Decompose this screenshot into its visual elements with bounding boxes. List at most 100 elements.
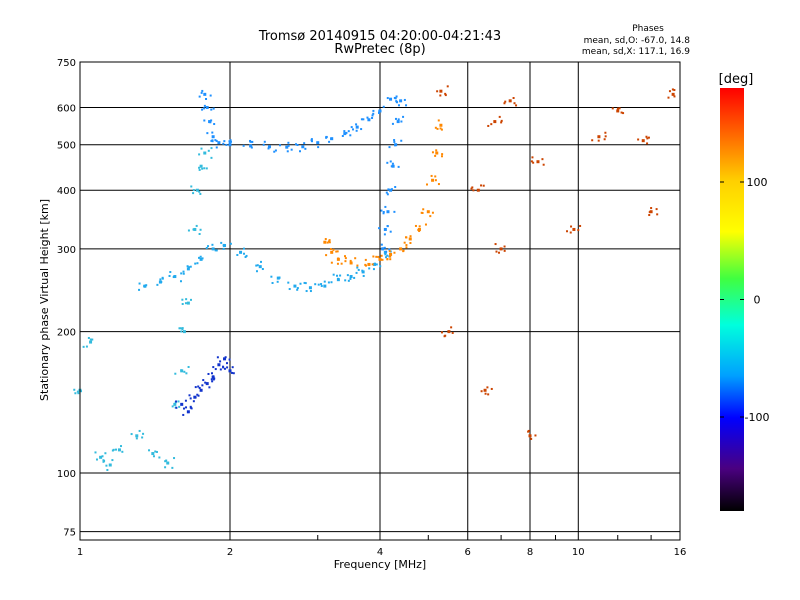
data-point xyxy=(332,248,335,251)
data-point xyxy=(304,282,307,285)
data-point xyxy=(381,247,384,250)
data-point xyxy=(414,224,417,227)
data-point xyxy=(194,262,197,265)
data-point xyxy=(89,340,93,344)
data-point xyxy=(366,116,369,119)
data-point xyxy=(223,140,226,143)
data-point xyxy=(185,372,188,375)
data-point xyxy=(135,434,139,438)
data-point xyxy=(111,449,114,452)
data-point xyxy=(604,131,607,134)
data-point xyxy=(336,250,339,253)
data-point xyxy=(542,163,545,166)
data-point xyxy=(135,437,138,440)
data-point xyxy=(262,143,265,146)
data-point xyxy=(417,228,420,231)
data-point xyxy=(203,151,207,155)
data-point xyxy=(386,258,389,261)
data-point xyxy=(386,161,389,164)
data-point xyxy=(314,283,317,286)
data-point xyxy=(278,276,281,279)
data-point xyxy=(171,405,174,408)
data-point xyxy=(645,135,648,138)
data-point xyxy=(117,448,121,452)
data-point xyxy=(219,368,222,371)
data-point xyxy=(386,193,389,196)
data-point xyxy=(408,237,412,241)
data-point xyxy=(212,107,215,110)
data-point xyxy=(347,279,350,282)
data-point xyxy=(169,271,172,274)
data-point xyxy=(616,109,620,113)
data-point xyxy=(256,264,259,267)
data-point xyxy=(198,166,201,169)
data-point xyxy=(649,210,653,214)
data-point xyxy=(378,111,381,114)
data-point xyxy=(399,247,403,251)
data-point xyxy=(142,432,145,435)
data-point xyxy=(390,188,393,191)
data-point xyxy=(397,165,400,168)
data-point xyxy=(527,429,530,432)
data-point xyxy=(383,227,387,231)
data-point xyxy=(388,146,391,149)
data-point xyxy=(355,125,359,129)
data-point xyxy=(190,407,193,410)
data-point xyxy=(377,255,380,258)
data-point xyxy=(168,274,171,277)
data-point xyxy=(287,141,290,144)
data-point xyxy=(203,92,207,96)
data-point xyxy=(258,265,262,269)
data-point xyxy=(349,261,353,265)
data-point xyxy=(73,388,76,391)
data-point xyxy=(341,134,344,137)
data-point xyxy=(198,153,201,156)
data-point xyxy=(210,139,213,142)
data-point xyxy=(372,268,375,271)
data-point xyxy=(183,407,186,410)
data-point xyxy=(229,140,232,143)
data-point xyxy=(405,244,408,247)
data-point xyxy=(418,230,421,233)
data-point xyxy=(148,449,151,452)
data-point xyxy=(371,116,374,119)
data-point xyxy=(486,386,489,389)
data-point xyxy=(225,143,228,146)
legend-entry-x: mean, sd,X: 117.1, 16.9 xyxy=(582,47,690,57)
data-point xyxy=(279,144,282,147)
data-point xyxy=(471,186,474,189)
data-point xyxy=(439,94,442,97)
data-point xyxy=(569,231,572,234)
data-point xyxy=(203,167,206,170)
data-point xyxy=(108,463,112,467)
data-point xyxy=(344,255,347,258)
data-point xyxy=(207,245,210,248)
data-point xyxy=(371,114,374,117)
data-point xyxy=(385,191,388,194)
data-point xyxy=(472,189,475,192)
data-point xyxy=(205,382,209,386)
data-point xyxy=(296,287,299,290)
data-point xyxy=(173,457,176,460)
data-point xyxy=(405,246,408,249)
data-point xyxy=(121,450,124,453)
data-point xyxy=(181,328,184,331)
data-point xyxy=(391,164,395,168)
data-point xyxy=(276,280,279,283)
data-point xyxy=(435,151,439,155)
data-point xyxy=(668,90,671,93)
data-point xyxy=(541,158,544,161)
y-tick-label: 75 xyxy=(63,528,76,539)
data-point xyxy=(203,104,206,107)
data-point xyxy=(226,366,229,369)
data-point xyxy=(671,92,675,96)
data-point xyxy=(323,240,327,244)
data-point xyxy=(208,120,211,123)
data-point xyxy=(450,326,453,329)
data-point xyxy=(207,372,210,375)
data-point xyxy=(436,127,439,130)
data-point xyxy=(399,99,403,103)
data-point xyxy=(115,448,118,451)
data-point xyxy=(198,386,201,389)
data-point xyxy=(76,390,79,393)
